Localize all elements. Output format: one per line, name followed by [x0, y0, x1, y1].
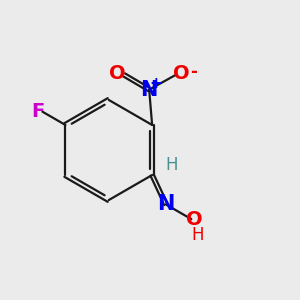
- Text: H: H: [191, 226, 203, 244]
- Text: -: -: [190, 63, 197, 81]
- Text: O: O: [110, 64, 126, 83]
- Text: O: O: [173, 64, 190, 83]
- Text: F: F: [32, 102, 45, 121]
- Text: O: O: [186, 210, 202, 229]
- Text: H: H: [165, 156, 178, 174]
- Text: N: N: [140, 80, 158, 100]
- Text: +: +: [149, 76, 162, 91]
- Text: N: N: [157, 194, 175, 214]
